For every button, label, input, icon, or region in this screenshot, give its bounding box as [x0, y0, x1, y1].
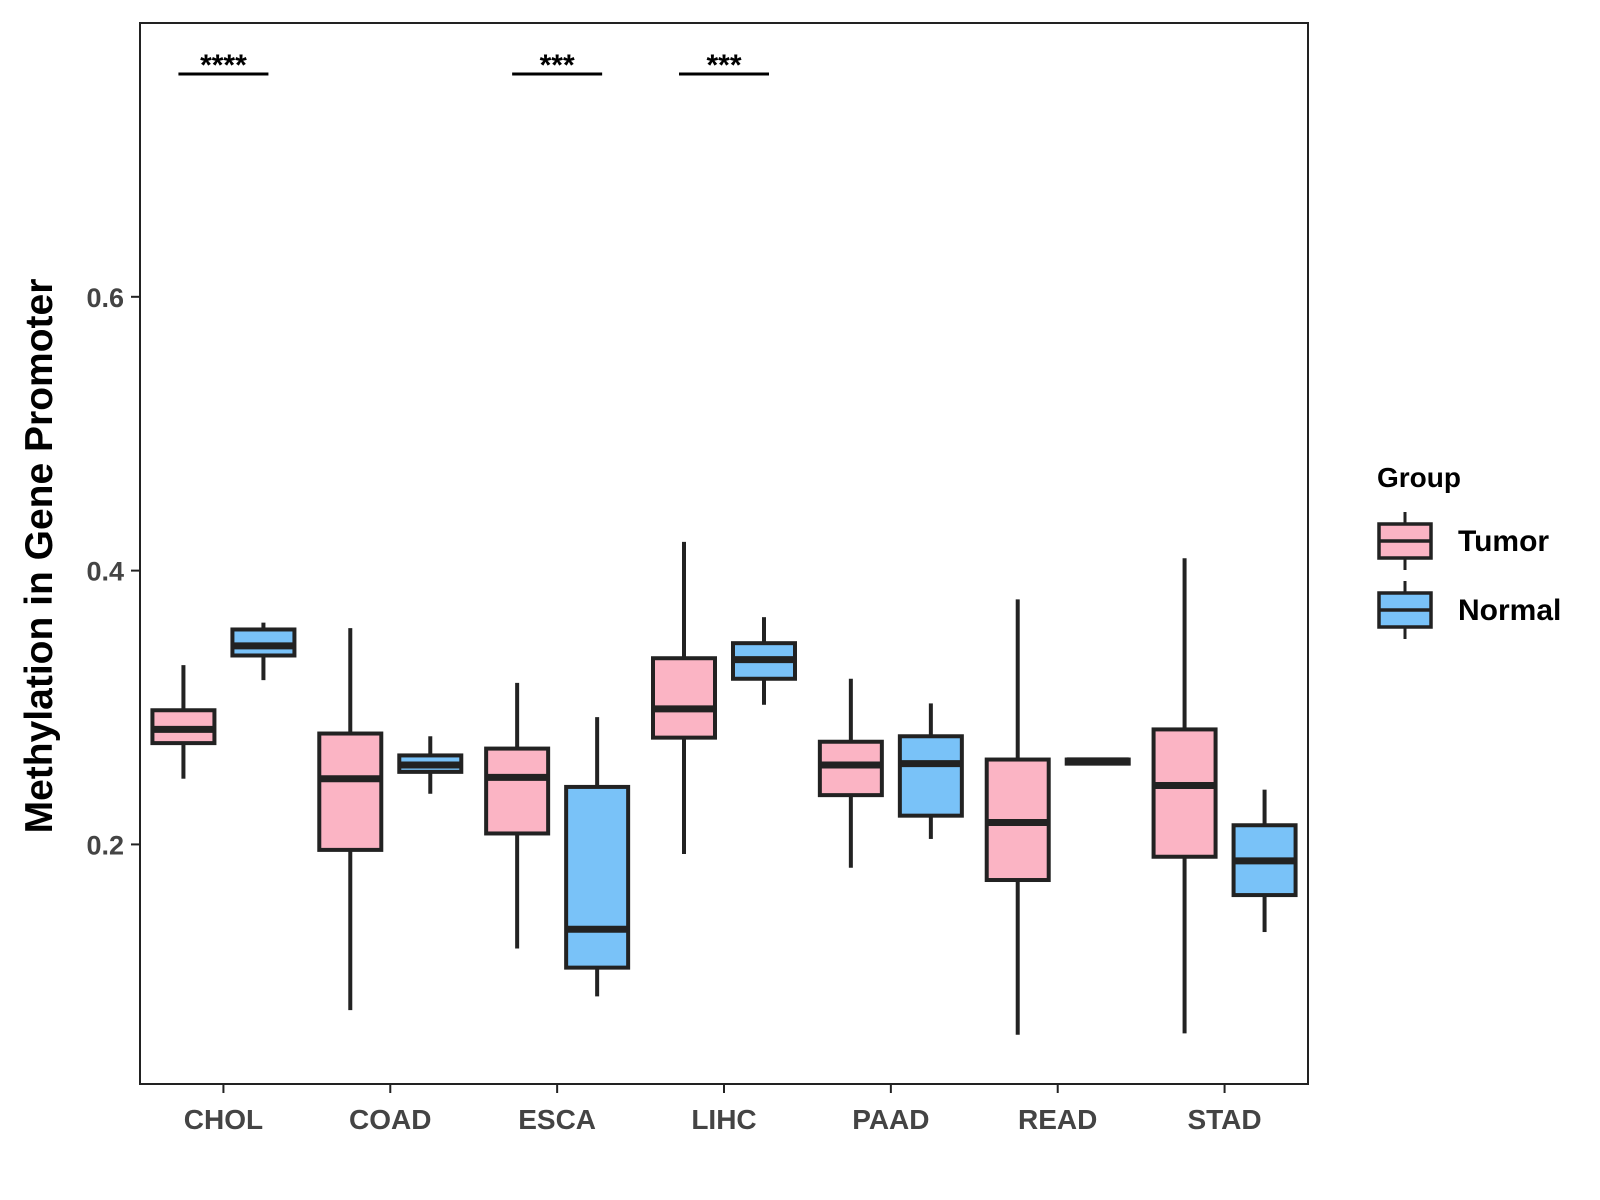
legend-title: Group: [1377, 462, 1461, 493]
box-normal-lihc: [731, 617, 797, 705]
box-tumor-paad: [817, 678, 884, 868]
box-normal-stad: [1231, 789, 1298, 933]
x-tick-label: COAD: [349, 1104, 431, 1135]
box-normal-esca: [564, 717, 631, 997]
box-body: [317, 731, 384, 852]
y-tick-label: 0.2: [86, 830, 124, 860]
box-tumor-read: [984, 599, 1051, 1035]
box-tumor-chol: [150, 665, 217, 779]
box-normal-read: [1064, 757, 1131, 766]
chart-marks: **** *** ***: [150, 49, 1298, 1035]
box-body: [484, 746, 551, 836]
legend-label: Tumor: [1458, 525, 1549, 558]
box-body: [564, 784, 631, 970]
significance-esca: ***: [512, 49, 603, 82]
y-axis: 0.2 0.4 0.6: [86, 283, 140, 860]
y-tick-label: 0.4: [86, 557, 124, 587]
box-body: [1151, 727, 1218, 859]
plot-panel: [139, 22, 1309, 1085]
x-tick-label: LIHC: [691, 1104, 756, 1135]
significance-chol: ****: [178, 49, 269, 82]
box-normal-coad: [397, 736, 464, 794]
significance-label: ***: [706, 49, 741, 82]
y-axis-label: Methylation in Gene Promoter: [18, 279, 61, 834]
box-normal-paad: [897, 703, 964, 839]
box-tumor-coad: [317, 628, 384, 1011]
significance-label: ****: [200, 49, 247, 82]
x-tick-label: PAAD: [852, 1104, 929, 1135]
box-body: [897, 734, 964, 818]
box-normal-chol: [230, 622, 297, 681]
x-tick-label: CHOL: [184, 1104, 263, 1135]
significance-lihc: ***: [679, 49, 769, 82]
significance-label: ***: [540, 49, 575, 82]
box-tumor-lihc: [651, 541, 717, 855]
x-axis: CHOL COAD ESCA LIHC PAAD READ STAD: [184, 1084, 1262, 1135]
legend-label: Normal: [1458, 594, 1561, 627]
legend-item-tumor: Tumor: [1377, 512, 1549, 570]
box-tumor-esca: [484, 682, 551, 949]
box-body: [651, 656, 717, 740]
legend-item-normal: Normal: [1377, 581, 1561, 639]
y-tick-label: 0.6: [86, 283, 124, 313]
box-tumor-stad: [1151, 558, 1218, 1034]
legend: Group Tumor Normal: [1377, 462, 1561, 639]
x-tick-label: ESCA: [518, 1104, 596, 1135]
x-tick-label: STAD: [1187, 1104, 1261, 1135]
x-tick-label: READ: [1018, 1104, 1097, 1135]
